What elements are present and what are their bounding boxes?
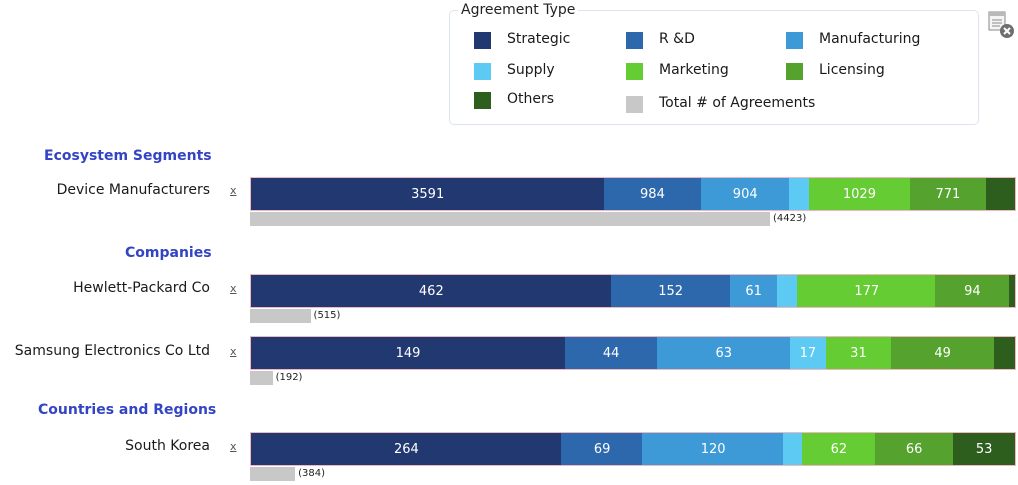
legend-swatch — [474, 63, 491, 80]
total-label: (4423) — [773, 213, 807, 224]
legend-label: Others — [507, 91, 555, 107]
row-label-device-manufacturers: Device Manufacturers — [56, 182, 210, 198]
bar-segment-manufacturing[interactable]: 120 — [642, 433, 784, 465]
legend-swatch — [786, 63, 803, 80]
stacked-bar-samsung-electronics[interactable]: 149 44 63 17 31 49 — [250, 336, 1016, 370]
stacked-bar-device-manufacturers[interactable]: 3591 984 904 1029 771 — [250, 177, 1016, 211]
total-label: (515) — [313, 310, 341, 321]
bar-segment-r-d[interactable]: 69 — [561, 433, 643, 465]
bar-segment-supply[interactable] — [783, 433, 803, 465]
remove-row-button[interactable]: x — [230, 345, 237, 358]
legend-swatch — [626, 32, 643, 49]
legend-label: Strategic — [507, 31, 571, 47]
remove-row-button[interactable]: x — [230, 440, 237, 453]
total-bar-samsung-electronics — [250, 371, 273, 385]
legend-swatch — [786, 32, 803, 49]
bar-segment-licensing[interactable]: 49 — [890, 337, 995, 369]
legend-label: Total # of Agreements — [659, 95, 816, 111]
row-label-samsung-electronics: Samsung Electronics Co Ltd — [14, 343, 210, 359]
legend-swatch — [474, 32, 491, 49]
bar-segment-licensing[interactable]: 771 — [909, 178, 986, 210]
bar-segment-strategic[interactable]: 264 — [251, 433, 562, 465]
bar-segment-others[interactable] — [993, 337, 1016, 369]
remove-chart-icon[interactable] — [988, 10, 1016, 40]
remove-row-button[interactable]: x — [230, 282, 237, 295]
legend-label: Supply — [507, 62, 555, 78]
row-label-hewlett-packard: Hewlett-Packard Co — [73, 280, 210, 296]
bar-segment-licensing[interactable]: 66 — [875, 433, 954, 465]
section-title-ecosystem-segments: Ecosystem Segments — [44, 148, 212, 164]
bar-segment-marketing[interactable]: 1029 — [808, 178, 911, 210]
legend-swatch — [626, 63, 643, 80]
legend-swatch — [626, 96, 643, 113]
row-label-south-korea: South Korea — [125, 438, 210, 454]
total-label: (192) — [275, 372, 303, 383]
bar-segment-strategic[interactable]: 3591 — [251, 178, 605, 210]
total-bar-device-manufacturers — [250, 212, 770, 226]
bar-segment-supply[interactable]: 17 — [789, 337, 827, 369]
bar-segment-strategic[interactable]: 462 — [251, 275, 612, 307]
stacked-bar-south-korea[interactable]: 264 69 120 62 66 53 — [250, 432, 1016, 466]
bar-segment-others[interactable] — [985, 178, 1016, 210]
bar-segment-r-d[interactable]: 152 — [611, 275, 731, 307]
bar-segment-supply[interactable] — [777, 275, 798, 307]
bar-segment-marketing[interactable]: 177 — [797, 275, 936, 307]
section-title-companies: Companies — [125, 245, 212, 261]
bar-segment-manufacturing[interactable]: 61 — [729, 275, 778, 307]
legend-label: Licensing — [819, 62, 885, 78]
legend-label: Marketing — [659, 62, 729, 78]
section-title-countries-and-regions: Countries and Regions — [38, 402, 217, 418]
bar-segment-manufacturing[interactable]: 63 — [657, 337, 791, 369]
total-label: (384) — [298, 468, 326, 479]
bar-segment-marketing[interactable]: 62 — [802, 433, 876, 465]
legend-label: R &D — [659, 31, 695, 47]
bar-segment-strategic[interactable]: 149 — [251, 337, 566, 369]
legend-swatch — [474, 92, 491, 109]
bar-segment-licensing[interactable]: 94 — [935, 275, 1010, 307]
total-bar-hewlett-packard — [250, 309, 311, 323]
total-bar-south-korea — [250, 467, 296, 481]
bar-segment-r-d[interactable]: 984 — [603, 178, 702, 210]
stacked-bar-hewlett-packard[interactable]: 462 152 61 177 94 — [250, 274, 1016, 308]
bar-segment-r-d[interactable]: 44 — [564, 337, 658, 369]
remove-row-button[interactable]: x — [230, 184, 237, 197]
legend-label: Manufacturing — [819, 31, 921, 47]
bar-segment-marketing[interactable]: 31 — [825, 337, 892, 369]
legend-title: Agreement Type — [458, 2, 579, 18]
bar-segment-supply[interactable] — [789, 178, 810, 210]
legend: Agreement Type Strategic R &D Manufactur… — [449, 2, 979, 125]
bar-segment-others[interactable] — [1008, 275, 1016, 307]
bar-segment-others[interactable]: 53 — [952, 433, 1016, 465]
bar-segment-manufacturing[interactable]: 904 — [700, 178, 790, 210]
